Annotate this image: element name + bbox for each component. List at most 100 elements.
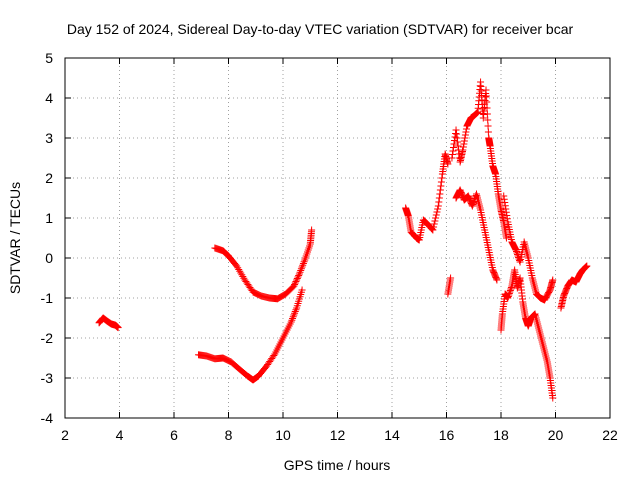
data-point (293, 276, 301, 284)
data-point (482, 92, 490, 100)
x-tick-label: 18 (493, 427, 509, 443)
x-tick-label: 22 (602, 427, 618, 443)
data-point (308, 226, 316, 234)
data-point (501, 199, 509, 206)
x-axis-label: GPS time / hours (284, 457, 391, 473)
data-point (291, 279, 299, 287)
data-point (435, 198, 443, 206)
data-point (295, 272, 303, 279)
data-point (453, 130, 461, 138)
data-point (492, 275, 500, 283)
data-point (459, 143, 467, 151)
data-point (448, 151, 456, 158)
data-point (500, 192, 508, 200)
data-point (300, 258, 308, 266)
data-point (502, 234, 510, 242)
data-point (503, 215, 511, 223)
data-point (549, 276, 557, 284)
data-point (429, 226, 437, 234)
data-point (449, 144, 457, 151)
data-point (299, 261, 307, 269)
data-point (461, 131, 469, 139)
chart-title: Day 152 of 2024, Sidereal Day-to-day VTE… (67, 21, 574, 37)
data-point (507, 285, 515, 293)
data-point (583, 262, 591, 270)
y-tick-label: 3 (45, 130, 53, 146)
data-point (289, 315, 297, 322)
x-tick-label: 2 (61, 427, 69, 443)
data-point (460, 137, 468, 145)
tick-marks (64, 57, 611, 419)
data-point (454, 138, 462, 146)
data-point (447, 274, 455, 282)
data-point (298, 286, 306, 294)
y-tick-label: -2 (41, 330, 54, 346)
data-point (430, 223, 438, 231)
data-point (504, 293, 512, 300)
data-point (502, 208, 510, 216)
data-point (435, 194, 443, 202)
data-point (482, 86, 490, 94)
data-point (434, 202, 442, 210)
data-point (432, 211, 440, 219)
data-point (459, 146, 467, 154)
y-tick-label: -4 (41, 410, 54, 426)
y-tick-label: 4 (45, 90, 53, 106)
x-tick-label: 20 (548, 427, 564, 443)
y-tick-labels: -4 -3 -2 -1 0 1 2 3 4 5 (41, 50, 54, 426)
x-tick-label: 12 (330, 427, 346, 443)
data-point (288, 316, 296, 324)
data-point (507, 284, 515, 291)
data-point (437, 182, 445, 190)
data-point (483, 110, 491, 118)
y-tick-label: 5 (45, 50, 53, 66)
data-point (292, 306, 300, 314)
data-point (516, 257, 524, 264)
data-point (503, 212, 511, 219)
data-point (449, 147, 457, 155)
data-point (292, 278, 300, 285)
data-point (506, 288, 514, 296)
data-point (290, 282, 298, 290)
data-point (483, 104, 491, 112)
data-point (484, 122, 492, 130)
y-tick-label: -3 (41, 370, 54, 386)
data-point (506, 287, 514, 294)
x-tick-label: 10 (275, 427, 291, 443)
data-point (452, 126, 460, 134)
data-point (295, 270, 303, 278)
data-point (299, 260, 307, 267)
data-point (454, 142, 462, 150)
data-point (430, 220, 438, 228)
data-point (460, 140, 468, 148)
data-point (461, 134, 469, 142)
x-tick-labels: 2 4 6 8 10 12 14 16 18 20 22 (61, 427, 618, 443)
data-point (294, 273, 302, 281)
data-point (431, 217, 439, 225)
data-point (436, 190, 444, 198)
data-point (462, 128, 470, 136)
data-points (95, 78, 591, 402)
data-point (505, 290, 513, 297)
data-point (291, 309, 299, 317)
data-point (512, 246, 520, 254)
data-point (436, 186, 444, 194)
data-point (505, 291, 513, 299)
data-point (289, 313, 297, 321)
y-tick-label: 0 (45, 250, 53, 266)
data-point (501, 202, 509, 210)
x-tick-label: 8 (225, 427, 233, 443)
data-point (434, 205, 442, 213)
data-point (469, 199, 477, 207)
data-point (453, 134, 461, 142)
grid-lines (65, 58, 610, 418)
data-point (484, 128, 492, 136)
data-point (297, 267, 305, 274)
data-point (287, 318, 295, 326)
data-point (469, 201, 477, 208)
data-point (549, 394, 557, 402)
data-point (444, 160, 452, 168)
y-axis-label: SDTVAR / TECUs (7, 182, 23, 294)
